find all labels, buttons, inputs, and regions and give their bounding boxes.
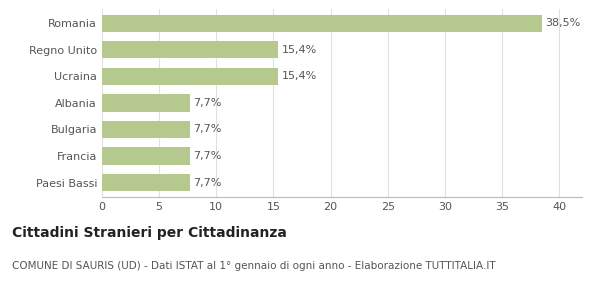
Bar: [102, 174, 190, 191]
Text: 7,7%: 7,7%: [193, 177, 222, 188]
Bar: [102, 68, 278, 85]
Bar: [102, 94, 190, 112]
Bar: [102, 41, 278, 59]
Text: 15,4%: 15,4%: [281, 71, 317, 81]
Bar: [102, 121, 190, 138]
Text: 15,4%: 15,4%: [281, 45, 317, 55]
Bar: [102, 147, 190, 165]
Text: 7,7%: 7,7%: [193, 124, 222, 135]
Bar: [102, 15, 542, 32]
Text: 38,5%: 38,5%: [545, 18, 581, 28]
Text: 7,7%: 7,7%: [193, 98, 222, 108]
Text: 7,7%: 7,7%: [193, 151, 222, 161]
Text: COMUNE DI SAURIS (UD) - Dati ISTAT al 1° gennaio di ogni anno - Elaborazione TUT: COMUNE DI SAURIS (UD) - Dati ISTAT al 1°…: [12, 261, 496, 271]
Text: Cittadini Stranieri per Cittadinanza: Cittadini Stranieri per Cittadinanza: [12, 226, 287, 240]
